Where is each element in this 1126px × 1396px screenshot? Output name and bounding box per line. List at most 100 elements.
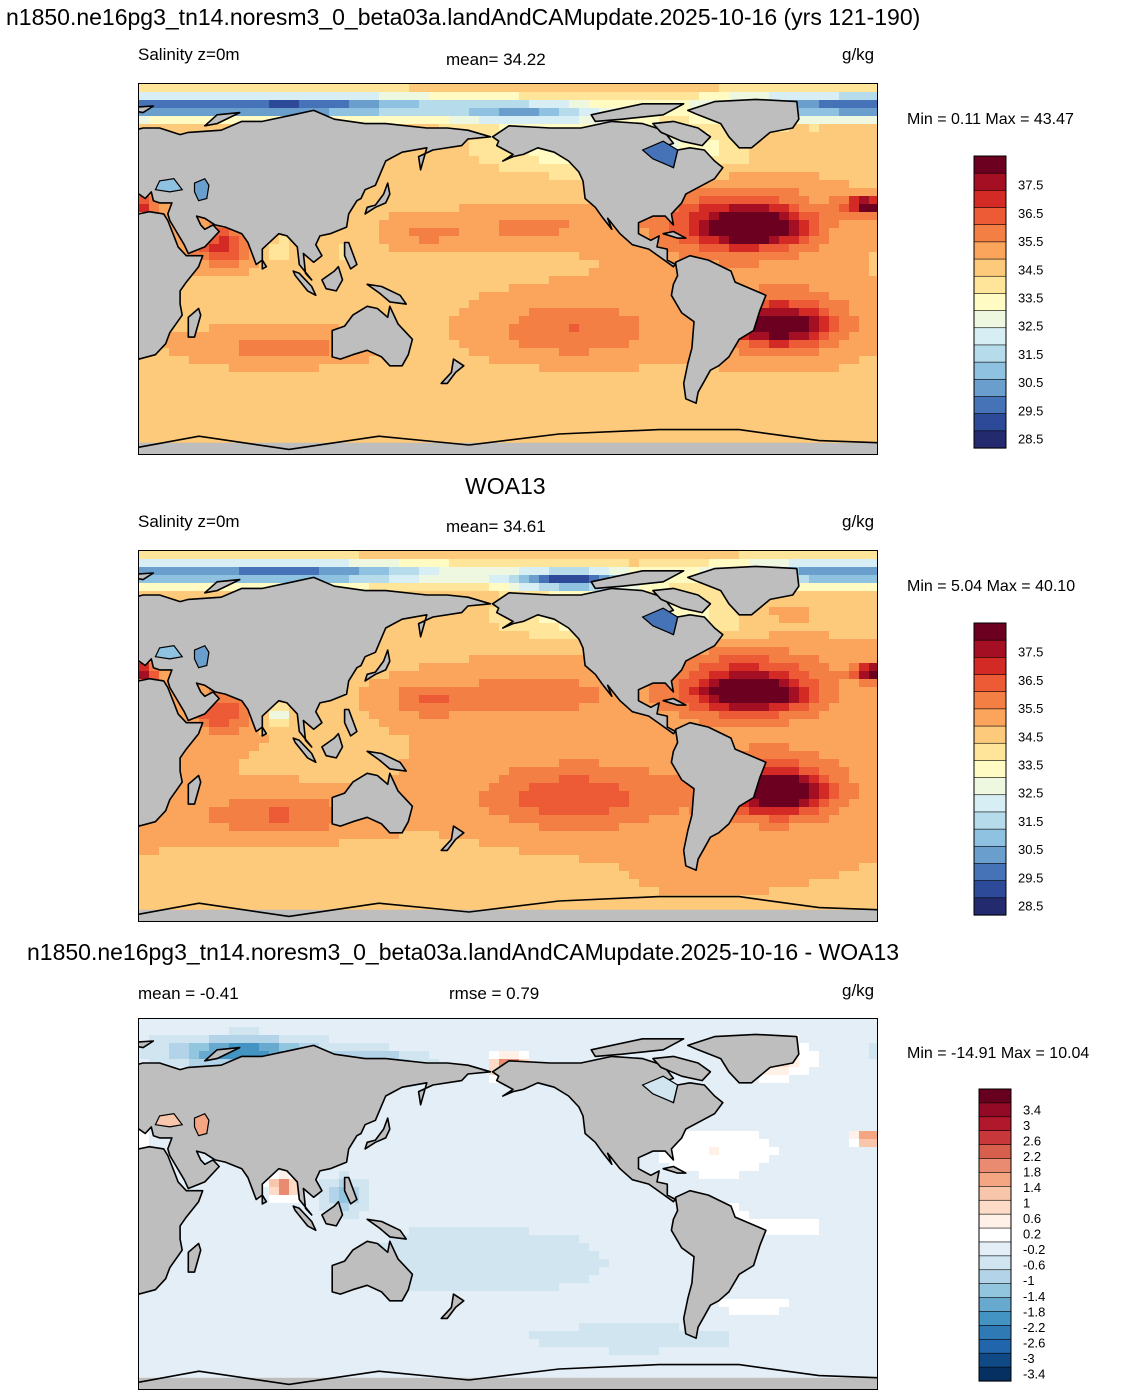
ocean-cell — [679, 244, 690, 253]
ocean-cell — [489, 364, 500, 373]
ocean-cell — [439, 324, 450, 333]
ocean-cell — [319, 404, 330, 413]
ocean-cell — [379, 420, 390, 429]
ocean-cell — [819, 340, 830, 349]
ocean-cell — [349, 284, 360, 293]
ocean-cell — [449, 623, 460, 632]
ocean-cell — [779, 220, 790, 229]
ocean-cell — [399, 228, 410, 237]
ocean-cell — [819, 124, 830, 133]
ocean-cell — [669, 268, 680, 277]
ocean-cell — [709, 655, 720, 664]
ocean-cell — [839, 396, 850, 405]
ocean-cell — [459, 324, 470, 333]
ocean-cell — [709, 220, 720, 229]
ocean-cell — [429, 687, 440, 696]
ocean-cell — [279, 252, 290, 261]
ocean-cell — [699, 212, 710, 221]
ocean-cell — [869, 220, 877, 229]
ocean-cell — [699, 428, 710, 437]
ocean-cell — [509, 324, 520, 333]
ocean-cell — [609, 340, 620, 349]
ocean-cell — [269, 340, 280, 349]
ocean-cell — [729, 404, 740, 413]
land-new-guinea — [366, 283, 408, 305]
ocean-cell — [709, 420, 720, 429]
ocean-cell — [439, 364, 450, 373]
ocean-cell — [719, 396, 730, 405]
ocean-cell — [739, 348, 750, 357]
ocean-cell — [839, 372, 850, 381]
ocean-cell — [749, 156, 760, 165]
ocean-cell — [229, 575, 240, 584]
ocean-cell — [589, 420, 600, 429]
ocean-cell — [289, 100, 300, 109]
ocean-cell — [319, 236, 330, 245]
ocean-cell — [229, 316, 240, 325]
ocean-cell — [199, 364, 210, 373]
ocean-cell — [359, 559, 370, 568]
ocean-cell — [149, 583, 160, 592]
land-antarctica-coast — [139, 428, 877, 451]
ocean-cell — [339, 420, 350, 429]
ocean-cell — [729, 396, 740, 405]
ocean-cell — [499, 348, 510, 357]
ocean-cell — [399, 364, 410, 373]
ocean-cell — [639, 687, 650, 696]
ocean-cell — [199, 591, 210, 600]
ocean-cell — [659, 300, 670, 309]
ocean-cell — [779, 180, 790, 189]
ocean-cell — [789, 332, 800, 341]
ocean-cell — [539, 292, 550, 301]
ocean-cell — [719, 663, 730, 672]
ocean-cell — [279, 108, 290, 117]
ocean-cell — [849, 140, 860, 149]
ocean-cell — [199, 124, 210, 133]
ocean-cell — [759, 396, 770, 405]
ocean-cell — [689, 583, 700, 592]
ocean-cell — [829, 396, 840, 405]
ocean-cell — [859, 655, 870, 664]
ocean-cell — [699, 388, 710, 397]
ocean-cell — [839, 228, 850, 237]
ocean-cell — [289, 364, 300, 373]
ocean-cell — [279, 236, 290, 245]
ocean-cell — [199, 420, 210, 429]
ocean-cell — [639, 292, 650, 301]
ocean-cell — [569, 372, 580, 381]
ocean-cell — [579, 108, 590, 117]
ocean-cell — [519, 228, 530, 237]
ocean-cell — [329, 559, 340, 568]
ocean-cell — [489, 284, 500, 293]
ocean-cell — [829, 551, 840, 560]
ocean-cell — [499, 388, 510, 397]
ocean-cell — [509, 236, 520, 245]
ocean-cell — [699, 244, 710, 253]
ocean-cell — [689, 436, 700, 445]
ocean-cell — [479, 559, 490, 568]
ocean-cell — [279, 260, 290, 269]
ocean-cell — [549, 340, 560, 349]
ocean-cell — [579, 436, 590, 445]
ocean-cell — [369, 300, 380, 309]
ocean-cell — [199, 300, 210, 309]
ocean-cell — [849, 284, 860, 293]
ocean-cell — [429, 639, 440, 648]
ocean-cell — [649, 551, 660, 560]
ocean-cell — [279, 436, 290, 445]
ocean-cell — [549, 404, 560, 413]
ocean-cell — [809, 188, 820, 197]
ocean-cell — [839, 308, 850, 317]
ocean-cell — [599, 436, 610, 445]
ocean-cell — [509, 687, 520, 696]
ocean-cell — [459, 84, 470, 93]
ocean-cell — [829, 252, 840, 261]
ocean-cell — [759, 196, 770, 205]
ocean-cell — [799, 324, 810, 333]
ocean-cell — [769, 220, 780, 229]
ocean-cell — [639, 300, 650, 309]
ocean-cell — [869, 108, 877, 117]
ocean-cell — [739, 420, 750, 429]
ocean-cell — [739, 380, 750, 389]
ocean-cell — [409, 396, 420, 405]
